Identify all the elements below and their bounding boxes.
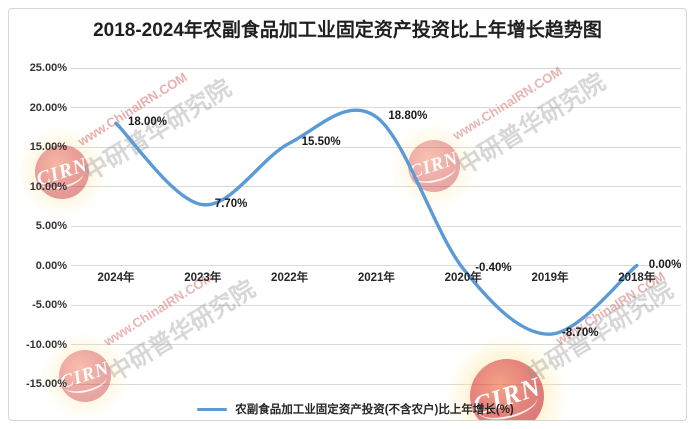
chart-legend: 农副食品加工业固定资产投资(不含农户)比上年增长(%) [9,401,686,417]
gridline [71,67,681,69]
y-axis-tick-label: -5.00% [32,299,67,311]
gridline [71,383,681,385]
data-point-label: 18.80% [388,110,428,122]
data-point-label: 0.00% [648,258,682,271]
x-axis-tick-label: 2020年 [444,272,482,284]
y-axis-tick-label: 15.00% [29,141,67,153]
x-axis-tick-label: 2021年 [357,272,395,284]
gridline [71,304,681,306]
y-axis-tick-label: -15.00% [26,378,67,390]
legend-label: 农副食品加工业固定资产投资(不含农户)比上年增长(%) [235,404,514,416]
y-axis-tick-label: 10.00% [29,180,67,193]
y-axis-tick-label: 0.00% [35,259,67,272]
chart-frame: CIRN www.ChinaIRN.COM 中研普华研究院 CIRN www.C… [8,8,687,421]
gridline [71,107,681,108]
legend-line-swatch [197,407,228,411]
data-point-label: -0.40% [475,261,512,274]
data-point-label: 7.70% [214,197,248,210]
y-axis-tick-label: -10.00% [26,338,67,351]
gridline [71,265,681,266]
y-axis-tick-label: 20.00% [29,101,67,114]
gridline [71,344,681,345]
gridline [71,186,681,187]
x-axis-tick-label: 2018年 [618,272,656,284]
x-axis-tick-label: 2023年 [184,272,222,284]
trend-line-path [114,108,639,336]
chart-title: 2018-2024年农副食品加工业固定资产投资比上年增长趋势图 [93,20,602,41]
data-point-label: 18.00% [128,116,168,129]
gridline [71,146,681,148]
plot-area: 25.00% 20.00% 15.00% 10.00% 5.00% 0.00% -5.00%… [9,9,686,420]
y-axis-tick-label: 25.00% [29,62,67,74]
trend-line-series [114,108,639,336]
gridline [71,225,681,227]
data-point-label: 15.50% [301,136,341,149]
y-axis-tick-label: 5.00% [35,220,67,232]
x-axis-tick-label: 2019年 [531,272,569,284]
data-point-label: -8.70% [562,327,599,340]
x-axis-tick-label: 2022年 [271,272,309,284]
x-axis-tick-label: 2024年 [97,272,135,284]
